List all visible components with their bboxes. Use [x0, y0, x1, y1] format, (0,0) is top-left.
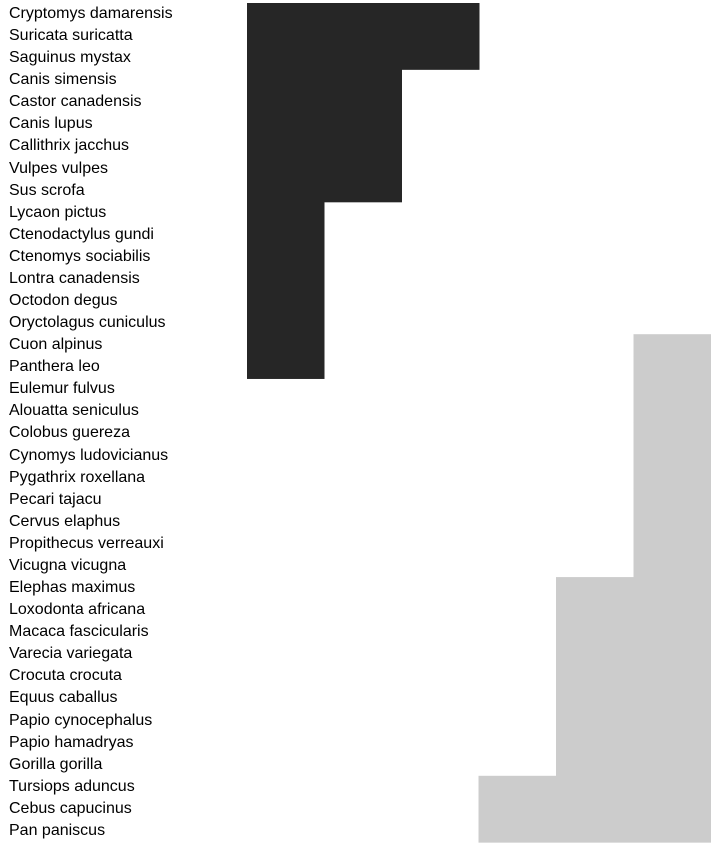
category-label: Cebus capucinus	[9, 799, 132, 817]
bar-series-2-24	[633, 532, 711, 556]
category-label: Elephas maximus	[9, 579, 136, 597]
category-label: Lontra canadensis	[9, 269, 140, 287]
bar-series-2-37	[478, 819, 711, 843]
category-label: Cuon alpinus	[9, 336, 103, 354]
bar-series-1-1	[247, 25, 480, 48]
bar-series-2-32	[556, 709, 711, 733]
bar-series-1-2	[247, 47, 480, 70]
bar-series-1-13	[247, 290, 325, 313]
bar-series-2-19	[633, 422, 711, 446]
bar-series-2-21	[633, 466, 711, 490]
category-label: Gorilla gorilla	[9, 755, 103, 773]
bar-series-1-11	[247, 245, 325, 269]
category-label: Crocuta crocuta	[9, 667, 122, 685]
category-label: Canis lupus	[9, 115, 93, 133]
bar-series-1-8	[247, 179, 402, 203]
category-label: Colobus guereza	[9, 424, 130, 442]
category-label: Cryptomys damarensis	[9, 5, 173, 22]
category-label: Pygathrix roxellana	[9, 468, 146, 486]
category-label: Cynomys ludovicianus	[9, 446, 169, 464]
bar-series-2-34	[556, 753, 711, 777]
category-label: Lycaon pictus	[9, 203, 107, 221]
bar-series-2-26	[556, 577, 711, 600]
category-label: Castor canadensis	[9, 93, 142, 111]
bar-series-1-6	[247, 135, 402, 159]
bar-series-1-12	[247, 267, 325, 291]
bar-series-1-4	[247, 91, 402, 114]
bar-series-2-17	[633, 378, 711, 402]
bar-series-2-33	[556, 731, 711, 755]
category-label: Eulemur fulvus	[9, 380, 115, 398]
category-label: Vicugna vicugna	[9, 556, 127, 574]
bar-series-2-25	[633, 555, 711, 578]
bar-series-2-15	[633, 334, 711, 357]
category-label: Pan paniscus	[9, 821, 106, 839]
bar-series-2-20	[633, 444, 711, 468]
bar-series-2-28	[556, 621, 711, 644]
category-label: Panthera leo	[9, 358, 100, 376]
category-label: Macaca fascicularis	[9, 623, 149, 641]
bar-series-2-30	[556, 665, 711, 689]
category-label: Saguinus mystax	[9, 49, 131, 67]
category-label: Tursiops aduncus	[9, 777, 135, 795]
category-label: Propithecus verreauxi	[9, 534, 164, 552]
bar-series-2-36	[478, 797, 711, 821]
bar-series-2-23	[633, 510, 711, 534]
bar-series-2-27	[556, 599, 711, 622]
bar-series-1-5	[247, 113, 402, 137]
category-label: Suricata suricatta	[9, 27, 133, 45]
category-label: Equus caballus	[9, 689, 118, 707]
category-label: Ctenodactylus gundi	[9, 225, 154, 243]
bar-series-2-18	[633, 400, 711, 424]
bar-series-1-7	[247, 157, 402, 181]
bar-series-2-29	[556, 643, 711, 666]
category-label: Canis simensis	[9, 71, 117, 89]
bar-series-1-14	[247, 312, 325, 335]
category-labels: Cryptomys damarensis Suricata suricatta Sa…	[9, 3, 245, 842]
category-label: Callithrix jacchus	[9, 137, 130, 155]
category-label: Alouatta seniculus	[9, 402, 139, 420]
category-label: Ctenomys sociabilis	[9, 247, 151, 265]
category-label: Cervus elaphus	[9, 512, 121, 530]
bar-series-2-35	[478, 775, 711, 799]
bar-series-2-22	[633, 488, 711, 512]
category-label: Vulpes vulpes	[9, 159, 109, 177]
category-label: Sus scrofa	[9, 181, 85, 199]
category-label: Varecia variegata	[9, 645, 133, 663]
bar-series-2-31	[556, 687, 711, 711]
bar-series-1-0	[247, 3, 480, 26]
category-label: Octodon degus	[9, 292, 118, 310]
bar-series-1-15	[247, 334, 325, 357]
category-label: Pecari tajacu	[9, 490, 102, 508]
bar-series-1-10	[247, 223, 325, 247]
bar-series-2-16	[633, 356, 711, 379]
bar-series-1-16	[247, 356, 325, 379]
category-label: Papio hamadryas	[9, 733, 134, 751]
bar-series-1-9	[247, 201, 325, 225]
category-label: Papio cynocephalus	[9, 711, 153, 729]
category-label: Loxodonta africana	[9, 601, 146, 619]
bar-series-1-3	[247, 69, 402, 92]
category-label: Oryctolagus cuniculus	[9, 314, 166, 332]
